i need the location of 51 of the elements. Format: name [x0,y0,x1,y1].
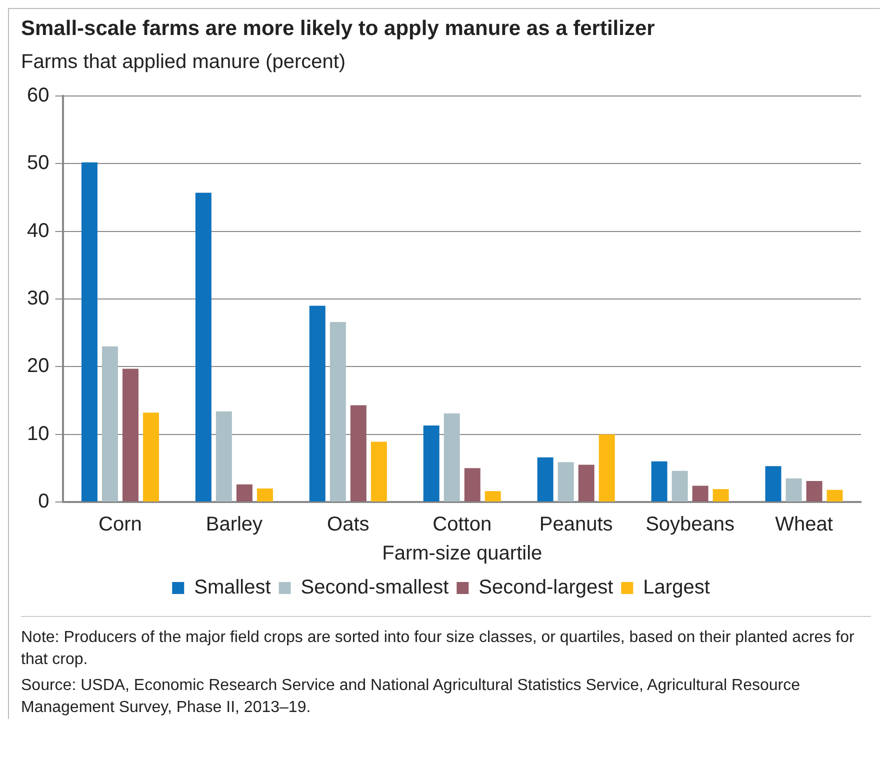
bar [672,470,688,502]
y-tick-label: 20 [26,355,50,378]
bar [143,412,159,502]
legend-label: Second-smallest [300,576,450,599]
y-tick-label: 10 [26,422,50,445]
bar [256,488,273,502]
source-note: Source: USDA, Economic Research Service and National Agricultural Statistics Service, Agricultural Resource Management Survey, Phase II, 2013–19. [21,676,801,718]
x-tick-label: Corn [98,514,142,536]
bar [81,162,98,502]
bar [806,481,822,502]
bar [765,466,782,502]
bar [651,461,668,502]
bar [122,368,138,502]
bar [216,411,232,502]
bar [464,468,480,502]
bar [578,464,594,502]
y-tick-label: 40 [26,220,50,242]
y-tick-label: 60 [26,84,50,107]
bar [350,405,366,502]
bar [484,491,501,502]
bar [195,192,212,502]
bar [558,462,574,502]
bar [330,322,346,502]
x-tick-label: Oats [327,514,370,536]
bar [370,442,387,502]
bar [444,413,460,502]
x-tick-label: Soybeans [646,514,735,536]
bar [423,426,440,502]
bar [712,489,729,502]
y-tick-label: 50 [26,152,50,174]
y-axis-title: Farms that applied manure (percent) [21,51,347,74]
legend-label: Second-largest [478,576,614,599]
x-tick-label: Wheat [775,514,834,536]
text: Note: Producers of the major field crops are sorted into four size classes, or quartiles, based on their planted acres for that crop. [21,628,856,670]
bar [309,306,326,502]
y-tick-label: 0 [38,490,50,513]
bar [102,346,118,502]
bar [692,486,708,502]
bar [598,434,615,502]
x-axis-title: Farm-size quartile [382,542,542,565]
y-tick-label: 30 [26,288,50,310]
chart-title: Small-scale farms are more likely to apply manure as a fertilizer [21,17,656,41]
bar [826,490,843,502]
x-tick-label: Peanuts [539,514,613,536]
bar [786,478,802,502]
x-tick-label: Cotton [432,514,492,536]
bar [537,457,554,502]
legend-label: Smallest [194,576,272,599]
x-tick-label: Barley [206,514,263,536]
bar [236,484,252,502]
legend-label: Largest [643,576,710,599]
